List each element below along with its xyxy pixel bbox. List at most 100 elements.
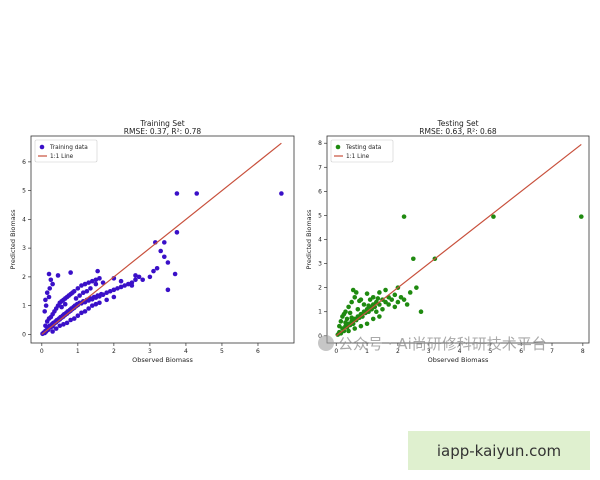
data-point <box>374 309 379 315</box>
data-point <box>46 271 52 277</box>
data-point <box>358 323 364 329</box>
data-point <box>133 273 138 278</box>
x-tick-label: 8 <box>581 348 585 355</box>
data-point <box>392 304 398 310</box>
x-tick-label: 0 <box>334 348 338 355</box>
data-point <box>165 287 171 293</box>
data-point <box>75 313 81 318</box>
x-axis-label: Observed Biomass <box>132 356 193 364</box>
legend-box <box>330 139 394 163</box>
y-tick-label: 0 <box>22 331 26 338</box>
y-tick-label: 3 <box>22 245 26 252</box>
data-point <box>82 309 88 314</box>
y-tick-label: 2 <box>318 285 322 292</box>
data-point <box>360 314 365 319</box>
x-tick-label: 0 <box>40 348 44 355</box>
data-point <box>86 280 91 285</box>
data-point <box>338 331 344 336</box>
data-point <box>104 297 109 303</box>
data-point <box>107 288 113 294</box>
y-tick-label: 1 <box>318 309 322 316</box>
data-point <box>361 302 367 307</box>
x-tick-label: 3 <box>148 348 152 355</box>
data-point <box>79 310 84 316</box>
x-tick-label: 6 <box>256 348 260 355</box>
identity-line <box>335 143 582 337</box>
data-point <box>55 273 61 278</box>
y-tick-label: 5 <box>22 188 26 195</box>
data-point <box>352 326 358 331</box>
data-point <box>62 301 68 307</box>
data-point <box>57 323 63 329</box>
x-tick-label: 1 <box>76 348 80 355</box>
data-point <box>82 281 88 287</box>
data-point <box>158 248 163 254</box>
data-point <box>77 293 82 298</box>
legend-label-line: 1:1 Line <box>346 154 370 160</box>
watermark: 公众号 · Ai尚研修科研技术平台 <box>318 333 547 354</box>
data-point <box>174 230 180 235</box>
data-point <box>73 296 79 301</box>
data-point <box>151 268 156 274</box>
legend-label-points: Testing data <box>345 145 382 151</box>
data-point <box>43 303 49 308</box>
data-point <box>367 297 373 302</box>
data-point <box>93 277 99 283</box>
wechat-icon <box>318 335 334 351</box>
data-point <box>377 314 382 319</box>
data-point <box>84 288 90 294</box>
data-point <box>407 290 413 295</box>
data-point <box>104 290 109 295</box>
data-point <box>48 277 54 283</box>
data-point <box>154 265 160 271</box>
data-point <box>375 296 381 301</box>
data-point <box>111 287 117 293</box>
data-point <box>100 292 106 298</box>
data-point <box>491 214 496 219</box>
data-point <box>353 290 359 295</box>
x-tick-label: 2 <box>396 348 400 355</box>
data-point <box>97 300 102 306</box>
data-point <box>347 310 353 316</box>
data-point <box>349 299 354 305</box>
chart-subtitle: RMSE: 0.63, R²: 0.68 <box>419 127 497 136</box>
data-point <box>350 287 356 293</box>
data-point <box>133 277 138 283</box>
data-point <box>366 309 371 315</box>
data-point <box>392 292 398 298</box>
data-point <box>349 315 354 321</box>
data-point <box>386 302 391 307</box>
data-point <box>578 214 584 219</box>
data-point <box>411 256 416 262</box>
data-point <box>343 320 348 325</box>
data-point <box>174 191 180 196</box>
data-point <box>100 280 106 285</box>
data-point <box>346 328 351 334</box>
identity-line <box>41 142 282 335</box>
legend-marker-points <box>39 144 45 150</box>
data-point <box>355 307 361 312</box>
data-point <box>279 191 284 196</box>
data-point <box>61 322 66 327</box>
site-badge-text: iapp-kaiyun.com <box>436 441 562 460</box>
data-point <box>364 321 370 327</box>
watermark-text: 公众号 · Ai尚研修科研技术平台 <box>338 335 547 353</box>
data-point <box>366 303 371 308</box>
data-point <box>129 283 135 288</box>
data-point <box>86 306 91 311</box>
data-point <box>140 277 145 283</box>
x-tick-label: 5 <box>488 348 492 355</box>
data-point <box>50 329 55 334</box>
data-point <box>401 297 407 302</box>
data-point <box>389 297 395 302</box>
data-point <box>68 270 73 275</box>
data-point <box>377 290 382 295</box>
y-tick-label: 5 <box>318 212 322 219</box>
data-point <box>369 307 374 312</box>
data-point <box>95 268 100 274</box>
y-tick-label: 3 <box>318 261 322 268</box>
data-point <box>395 299 401 305</box>
data-point <box>162 240 167 245</box>
data-point <box>350 321 356 327</box>
